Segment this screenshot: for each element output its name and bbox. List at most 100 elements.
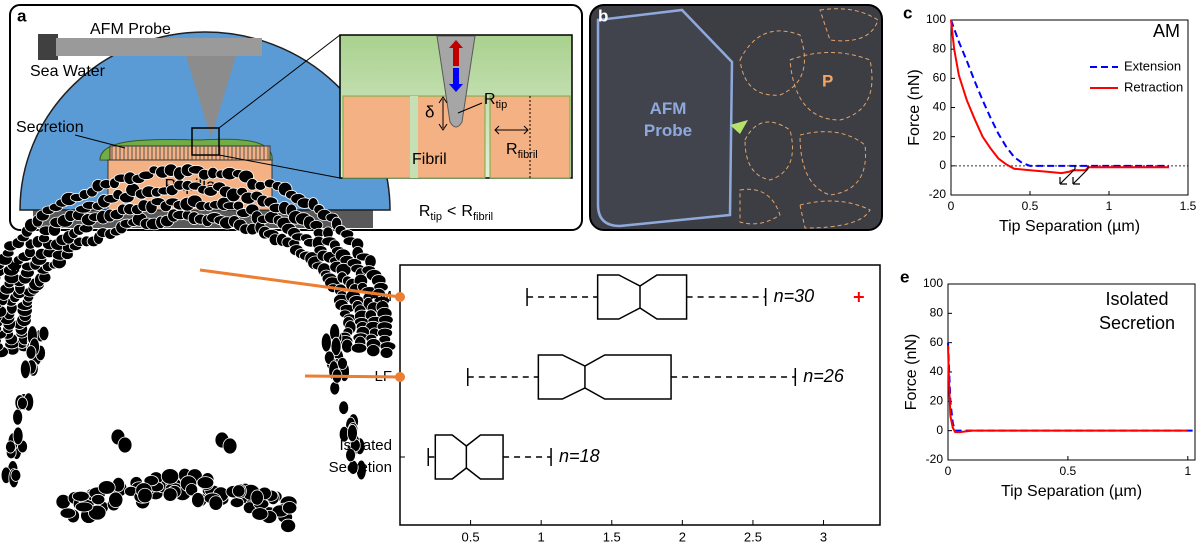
cell [281, 519, 296, 533]
r-base: R [419, 203, 431, 220]
box [435, 435, 503, 479]
x-tick-label: 0.5 [1022, 199, 1039, 213]
r-sub: fibril [518, 149, 538, 161]
cell [380, 347, 393, 358]
cell [223, 438, 237, 454]
cell [337, 357, 347, 369]
cell [367, 344, 380, 356]
y-tick-label: 40 [933, 100, 947, 114]
papilla-marker: P [822, 71, 833, 90]
cell [230, 498, 244, 508]
cell [232, 485, 245, 497]
cell [13, 409, 23, 425]
y-axis-label: Force (nN) [903, 334, 920, 410]
x-tick-label: 0.5 [1060, 464, 1077, 478]
y-axis-label: Force (nN) [906, 69, 923, 145]
outlier [854, 292, 864, 302]
cell [72, 491, 89, 501]
probe-holder [38, 34, 58, 60]
x-tick-label: 0.5 [462, 529, 480, 544]
y-tick-label: 20 [930, 394, 944, 408]
cell [60, 508, 76, 518]
x-tick-label: 1 [1184, 464, 1191, 478]
x-tick-label: 1 [538, 529, 545, 544]
panel-label: c [903, 3, 912, 22]
n-label: n=18 [559, 446, 600, 466]
y-tick-label: 100 [923, 276, 943, 290]
cell [209, 496, 223, 511]
cell [138, 488, 153, 503]
fibril-band [110, 146, 270, 160]
y-tick-label: 0 [936, 423, 943, 437]
fibril-label: Fibril [412, 151, 447, 168]
cell [92, 494, 105, 504]
connector [305, 376, 400, 377]
panel-label: e [900, 267, 909, 286]
x-tick-label: 2.5 [744, 529, 762, 544]
y-tick-label: 60 [930, 335, 944, 349]
probe-line: Probe [644, 121, 692, 140]
delta-label: δ [425, 102, 434, 121]
y-tick-label: 20 [933, 129, 947, 143]
y-tick-label: Isolated [339, 437, 392, 454]
relation-op: < [447, 203, 456, 220]
cell [118, 437, 132, 453]
cell [109, 492, 123, 508]
panel-b: b AFM Probe P [590, 5, 882, 230]
probe-arm [56, 38, 262, 56]
x-tick-label: 1.5 [1180, 199, 1197, 213]
box [598, 275, 687, 319]
y-tick-label: -20 [929, 187, 947, 201]
cell [351, 343, 367, 353]
tissue-image [0, 164, 396, 533]
cell [192, 492, 205, 507]
panel-label: d [10, 256, 20, 275]
probe-line: AFM [650, 99, 687, 118]
chart-title: AM [1153, 21, 1180, 41]
data-line [948, 343, 1195, 431]
panel-label: b [598, 6, 608, 25]
cell [251, 490, 264, 505]
data-line [948, 346, 1188, 433]
y-tick-label: Secretion [329, 459, 392, 476]
cell [330, 381, 340, 395]
cell [5, 441, 15, 453]
probe-label: AFM Probe [90, 21, 171, 38]
y-tick-label: -20 [926, 452, 944, 466]
x-tick-label: 3 [820, 529, 827, 544]
cell [75, 502, 93, 512]
data-line [951, 20, 1169, 173]
cell [339, 401, 349, 415]
y-tick-label: 40 [930, 364, 944, 378]
y-tick-label: 100 [926, 12, 946, 26]
y-tick-label: 80 [930, 306, 944, 320]
cell [342, 339, 353, 353]
figure: a AFM Probe Sea Water Secretion Papilla … [0, 0, 1201, 546]
cell [282, 501, 296, 514]
x-tick-label: 1 [1106, 199, 1113, 213]
cell [98, 481, 115, 495]
r-base: R [506, 141, 518, 158]
x-axis-label: Tip Separation (µm) [999, 218, 1140, 235]
cell [11, 469, 21, 481]
cell [39, 326, 49, 340]
cell [197, 477, 214, 489]
connector-dot [395, 292, 405, 302]
axes-frame [948, 284, 1195, 460]
cell [161, 469, 178, 485]
cell [252, 508, 268, 521]
secretion-label: Secretion [16, 119, 84, 136]
legend-label: Extension [1124, 58, 1181, 73]
x-tick-label: 1.5 [603, 529, 621, 544]
x-tick-label: 0 [948, 199, 955, 213]
connector-dot [395, 372, 405, 382]
cell [163, 488, 177, 502]
r-sub: tip [496, 99, 508, 111]
legend-label: Retraction [1124, 79, 1183, 94]
chart-title: Secretion [1099, 313, 1175, 333]
box [538, 355, 671, 399]
cell [17, 397, 27, 410]
cell [26, 346, 36, 360]
x-tick-label: 0 [945, 464, 952, 478]
y-tick-label: 0 [939, 158, 946, 172]
